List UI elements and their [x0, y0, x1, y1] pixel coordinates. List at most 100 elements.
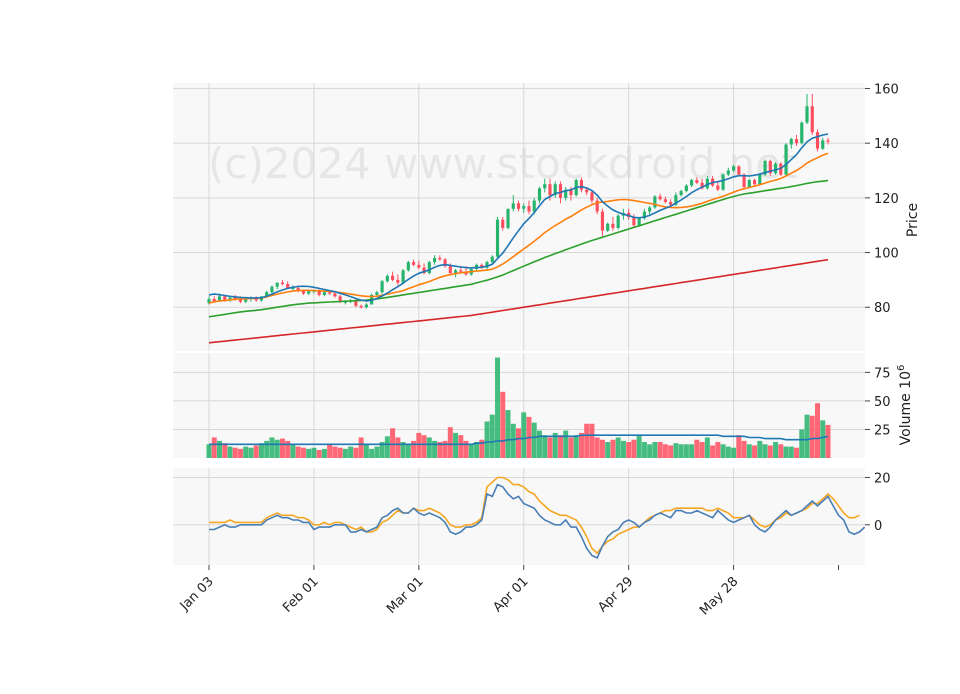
volume-bar: [531, 422, 537, 458]
volume-bar: [216, 440, 222, 458]
candle-body: [679, 191, 683, 196]
volume-bar: [552, 432, 558, 458]
volume-bar: [773, 442, 779, 458]
volume-bar: [647, 444, 653, 458]
candle-body: [338, 296, 342, 302]
candle-body: [522, 206, 526, 209]
y-tick-label: 160: [874, 82, 899, 97]
volume-bar: [820, 420, 826, 458]
candle-body: [532, 200, 536, 212]
volume-bar: [568, 437, 574, 458]
volume-bar: [626, 442, 632, 458]
volume-bar: [683, 444, 689, 458]
candle-body: [286, 284, 290, 289]
volume-bar: [306, 448, 312, 458]
volume-bar: [474, 442, 480, 458]
y-tick-label: 140: [874, 137, 899, 152]
volume-bar: [809, 415, 815, 458]
volume-bar: [447, 427, 453, 458]
volume-bar: [657, 442, 663, 458]
volume-bar: [442, 440, 448, 458]
candle-body: [700, 182, 704, 189]
volume-bar: [783, 446, 789, 458]
volume-bar: [458, 435, 464, 458]
volume-bar: [206, 444, 212, 458]
x-tick-label: May 28: [697, 574, 741, 618]
y-tick-label: 120: [874, 192, 899, 207]
volume-bar: [300, 447, 306, 458]
y-tick-label: 75: [874, 366, 891, 381]
candle-body: [270, 286, 274, 293]
volume-bar: [274, 439, 280, 458]
candle-body: [238, 299, 243, 302]
volume-bar: [594, 437, 600, 458]
volume-bar: [589, 423, 595, 458]
candle-body: [391, 275, 395, 280]
candle-body: [511, 203, 515, 209]
volume-bar: [342, 448, 348, 458]
candle-body: [768, 160, 772, 174]
candle-body: [564, 189, 568, 198]
volume-bar: [484, 421, 490, 458]
candle-body: [611, 223, 615, 228]
candle-body: [653, 196, 657, 208]
candle-body: [317, 290, 321, 295]
volume-bar: [605, 442, 611, 458]
volume-bar: [311, 447, 317, 458]
candle-body: [495, 219, 500, 257]
candle-body: [291, 288, 295, 290]
candle-body: [406, 262, 410, 271]
volume-bar: [327, 444, 333, 458]
volume-bar: [516, 428, 521, 458]
volume-bar: [222, 443, 228, 458]
volume-bar: [573, 435, 579, 458]
candle-body: [422, 267, 426, 274]
volume-bar: [620, 440, 626, 458]
volume-bar: [636, 435, 642, 458]
candle-body: [663, 199, 667, 202]
volume-bar: [468, 444, 474, 458]
volume-bar: [432, 440, 438, 458]
volume-bar: [815, 403, 821, 458]
volume-bar: [746, 444, 752, 458]
candle-body: [359, 305, 363, 308]
candle-body: [438, 258, 442, 260]
volume-bar: [453, 432, 459, 458]
grid-layer: [173, 83, 865, 565]
candle-body: [616, 215, 620, 228]
candle-body: [585, 189, 589, 193]
volume-bar: [731, 447, 737, 458]
candle-body: [333, 293, 337, 297]
candle-body: [826, 140, 830, 142]
candle-body: [432, 258, 437, 263]
volume-bar: [668, 445, 674, 458]
volume-bar: [699, 442, 705, 458]
volume-bar: [400, 442, 406, 458]
candle-body: [501, 219, 505, 228]
volume-series-layer: [206, 357, 831, 458]
y-tick-label: 0: [874, 519, 882, 534]
volume-bar: [563, 430, 569, 458]
volume-bar: [411, 440, 417, 458]
ma-200-line: [208, 258, 829, 344]
volume-bar: [500, 391, 506, 458]
volume-bar: [321, 448, 327, 458]
oscillator-series-layer: [209, 476, 866, 559]
volume-bar: [332, 446, 338, 458]
volume-bar: [678, 444, 684, 458]
candle-body: [821, 140, 825, 149]
candle-body: [705, 178, 709, 189]
candle-body: [800, 122, 804, 144]
candle-body: [537, 188, 542, 201]
volume-bar: [757, 440, 763, 458]
volume-bar: [736, 435, 742, 458]
candle-body: [558, 184, 563, 198]
volume-bar: [374, 446, 380, 458]
volume-bar: [505, 410, 511, 458]
candle-body: [459, 270, 463, 272]
candle-body: [385, 275, 389, 282]
volume-bar: [237, 448, 243, 458]
candle-body: [307, 290, 311, 294]
y-tick-label: 25: [874, 423, 891, 438]
